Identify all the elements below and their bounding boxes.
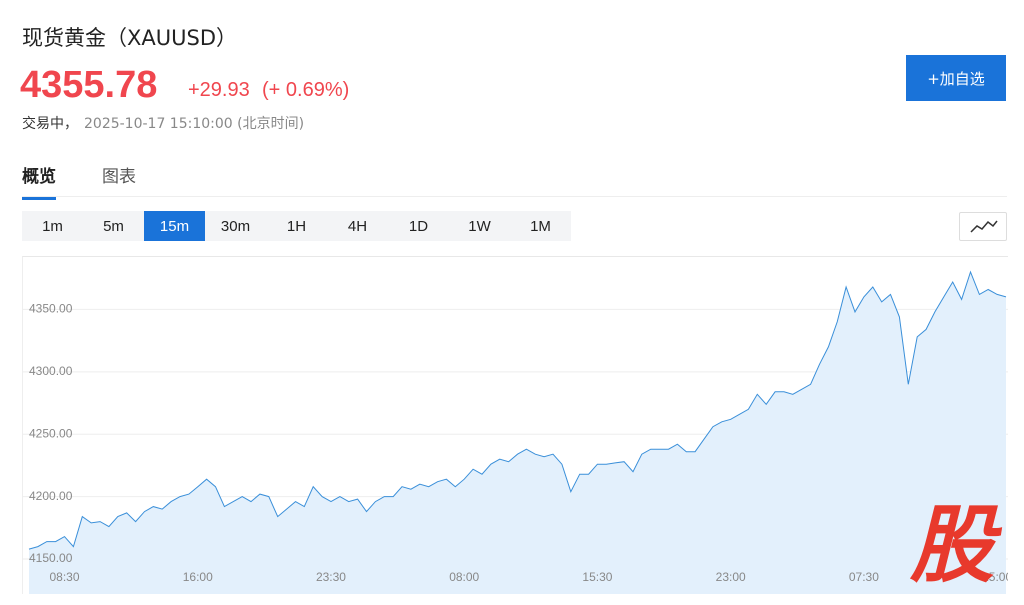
interval-button[interactable]: 15m bbox=[144, 211, 205, 241]
area-fill bbox=[29, 272, 1006, 594]
status: 交易中， bbox=[22, 116, 78, 132]
x-tick-label: 07:30 bbox=[849, 570, 879, 584]
y-tick-label: 4300.00 bbox=[29, 364, 73, 378]
title: 现货黄金（XAUUSD） bbox=[22, 26, 237, 50]
y-tick-label: 4150.00 bbox=[29, 551, 73, 565]
watermark: 股 bbox=[910, 496, 995, 594]
price: 4355.78 bbox=[20, 64, 158, 106]
interval-button[interactable]: 1W bbox=[468, 217, 491, 235]
y-tick-label: 4200.00 bbox=[29, 489, 73, 503]
y-tick-label: 4250.00 bbox=[29, 426, 73, 440]
add-watchlist-button[interactable]: +加自选 bbox=[906, 55, 1006, 101]
price-line bbox=[28, 270, 1007, 550]
interval-button[interactable]: 1m bbox=[42, 217, 63, 235]
interval-button[interactable]: 1H bbox=[286, 217, 307, 235]
x-tick-label: 15:30 bbox=[582, 570, 612, 584]
line-icon bbox=[970, 220, 998, 233]
x-tick-label: 15:00 bbox=[982, 570, 1008, 584]
interval-button[interactable]: 4H bbox=[347, 217, 368, 235]
chart-type-button[interactable] bbox=[959, 212, 1007, 241]
interval-button[interactable]: 5m bbox=[103, 217, 124, 235]
interval-button[interactable]: 1M bbox=[530, 217, 551, 235]
chart: 4150.00 4200.00 4250.00 4300.00 4350.00 08:30… bbox=[22, 256, 1008, 594]
x-tick-label: 08:30 bbox=[50, 570, 80, 584]
interval-button[interactable]: 30m bbox=[220, 217, 251, 235]
tab[interactable]: 图表 bbox=[102, 167, 136, 187]
x-tick-label: 08:00 bbox=[449, 570, 479, 584]
x-tick-label: 23:30 bbox=[316, 570, 346, 584]
x-tick-label: 16:00 bbox=[183, 570, 213, 584]
price-change-pct: (+ 0.69%) bbox=[262, 79, 350, 101]
y-tick-label: 4350.00 bbox=[29, 302, 73, 316]
price-change: +29.93 bbox=[188, 79, 250, 101]
tab-active[interactable]: 概览 bbox=[22, 162, 56, 200]
x-tick-label: 23:00 bbox=[716, 570, 746, 584]
timestamp: 2025-10-17 15:10:00 (北京时间) bbox=[84, 116, 305, 132]
interval-bar: 1m 5m 15m 30m 1H 4H 1D 1W 1M bbox=[22, 211, 571, 241]
interval-button[interactable]: 1D bbox=[408, 217, 429, 235]
divider bbox=[22, 196, 1007, 197]
